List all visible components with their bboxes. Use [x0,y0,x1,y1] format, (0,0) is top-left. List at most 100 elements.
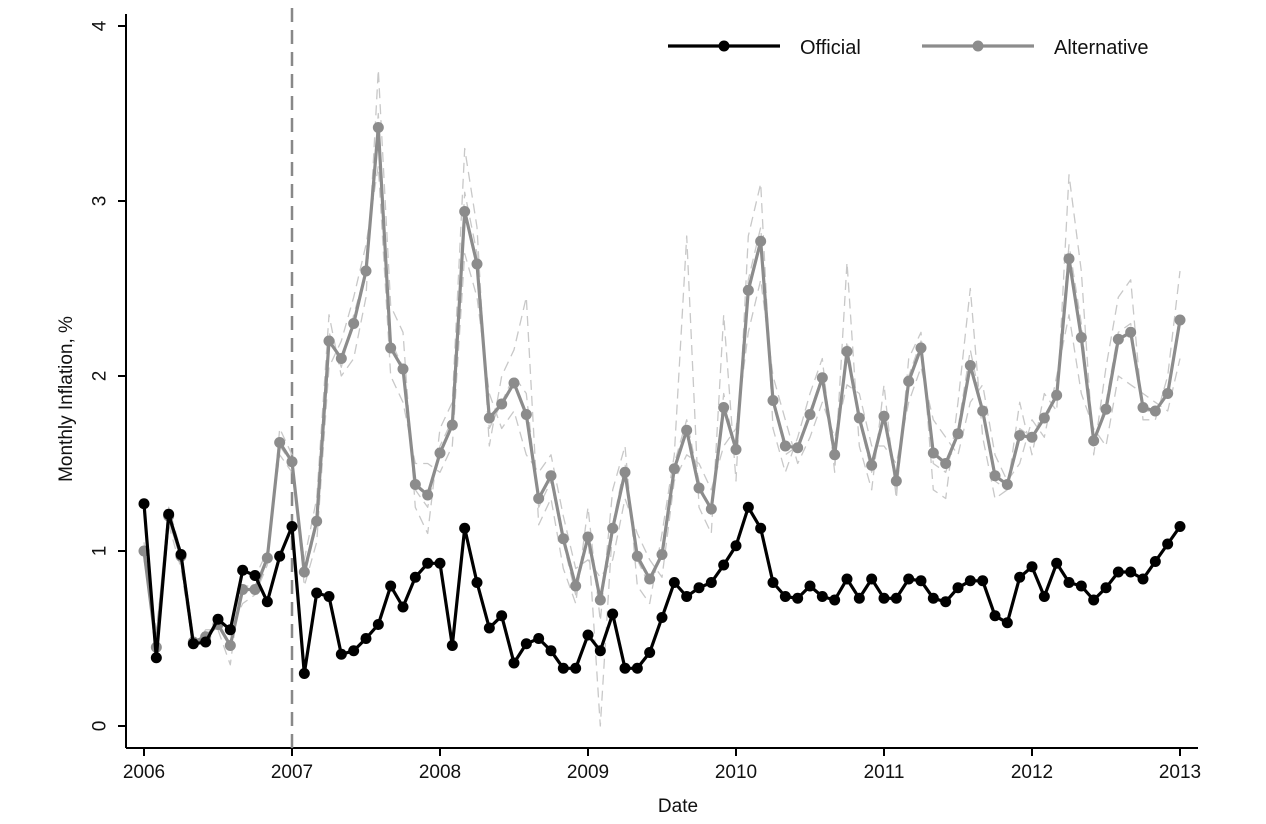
point-official [1162,538,1174,550]
point-official [1100,582,1112,594]
point-alternative [594,594,606,606]
point-official [533,633,545,644]
series-thin-dashed [143,165,1181,657]
point-alternative [940,458,952,469]
point-alternative [471,258,483,270]
point-official [977,575,989,587]
point-official [397,601,409,613]
point-official [915,575,927,587]
point-official [1038,591,1050,602]
point-official [163,508,175,520]
point-alternative [311,515,323,527]
point-alternative [631,550,643,562]
point-alternative [360,265,372,277]
point-alternative [1174,314,1186,326]
point-alternative [964,360,976,371]
point-alternative [644,573,656,585]
point-official [323,591,335,602]
point-alternative [977,405,989,417]
point-official [471,577,483,588]
point-official [804,580,816,592]
y-tick-label: 4 [90,20,111,31]
y-tick-label: 2 [90,371,111,382]
series-thin-dashed [143,69,1181,666]
point-alternative [434,447,446,459]
point-alternative [779,440,791,452]
point-official [841,573,853,585]
point-alternative [397,363,409,375]
point-alternative [693,482,705,494]
point-official [1088,594,1100,606]
point-alternative [520,409,532,420]
point-alternative [792,442,804,454]
point-alternative [853,412,865,424]
point-official [619,662,631,674]
series-thin-line [143,69,1181,666]
point-alternative [952,428,964,440]
series-official [138,498,1186,679]
point-alternative [681,424,693,436]
point-official [1174,521,1186,532]
point-official [175,549,187,560]
point-official [607,608,619,620]
point-official [656,612,668,623]
point-official [594,645,606,657]
x-tick-label: 2009 [567,762,609,783]
point-official [459,522,471,534]
x-tick-label: 2008 [419,762,461,783]
point-official [755,522,767,534]
point-alternative [1137,402,1149,413]
point-alternative [1100,403,1112,415]
point-official [298,668,310,679]
point-alternative [1063,253,1075,265]
point-official [644,647,656,658]
legend: Official Alternative [668,37,1149,59]
point-official [878,592,890,604]
point-alternative [841,346,853,357]
y-tick-label: 0 [90,721,111,732]
point-official [816,591,828,602]
point-official [261,596,273,608]
x-tick-label: 2007 [271,762,313,783]
point-alternative [730,444,742,455]
point-alternative [668,463,680,475]
point-official [483,622,495,634]
point-alternative [1088,435,1100,447]
point-alternative [372,122,384,133]
point-official [286,521,298,532]
point-alternative [878,410,890,422]
point-official [952,582,964,594]
point-official [1137,573,1149,585]
point-official [557,662,569,674]
point-official [989,610,1001,622]
point-official [212,613,224,625]
point-alternative [903,375,915,387]
x-tick-label: 2013 [1159,762,1201,783]
point-alternative [915,342,927,354]
point-alternative [890,475,902,487]
point-official [237,564,249,576]
point-official [372,619,384,630]
point-official [1063,577,1075,588]
point-official [705,577,717,588]
point-alternative [323,335,335,347]
point-official [434,557,446,569]
point-official [964,575,976,587]
point-official [1112,566,1124,578]
series-line-alternative [142,125,1182,649]
x-tick-label: 2012 [1011,762,1053,783]
point-official [348,645,360,657]
point-alternative [446,419,458,431]
point-official [187,638,199,650]
point-official [150,652,162,664]
point-alternative [619,466,631,478]
point-official [927,592,939,604]
point-alternative [607,522,619,534]
point-alternative [1149,405,1161,417]
point-alternative [718,402,730,413]
point-official [718,559,730,571]
point-official [1001,617,1013,629]
point-alternative [1125,326,1137,338]
point-official [545,645,557,657]
legend-alternative-label: Alternative [1054,37,1149,59]
